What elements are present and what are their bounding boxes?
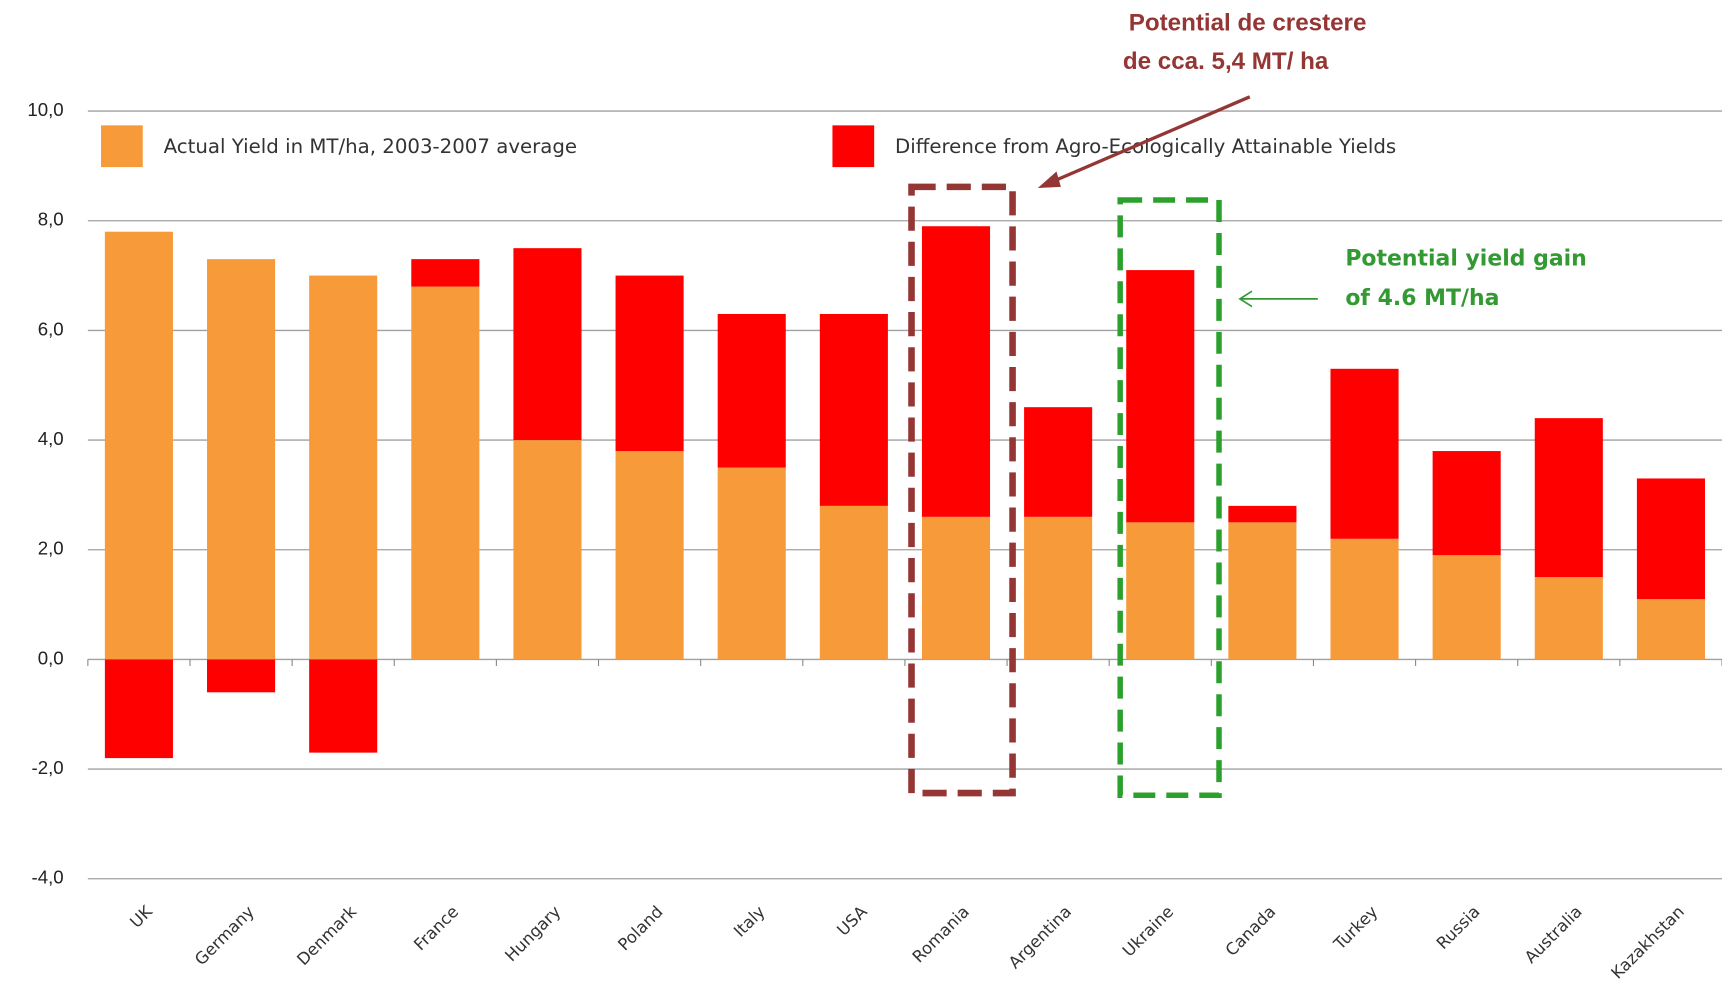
legend-swatch xyxy=(101,125,143,168)
bar xyxy=(1432,555,1501,660)
arrow-head xyxy=(1037,171,1061,188)
bar xyxy=(1636,599,1705,660)
x-tick-label: Russia xyxy=(1433,902,1484,953)
x-tick-label: Australia xyxy=(1521,902,1586,967)
bar xyxy=(513,248,582,441)
bar xyxy=(1228,505,1297,523)
bar xyxy=(1126,522,1195,660)
bar xyxy=(1534,418,1603,578)
annotation-arrow xyxy=(1044,95,1251,187)
bar xyxy=(104,659,173,759)
bar xyxy=(921,516,991,660)
bar xyxy=(309,659,378,753)
bar xyxy=(921,226,991,517)
y-tick-label: 4,0 xyxy=(38,428,64,449)
x-tick-label: Denmark xyxy=(293,902,360,969)
legend-swatch xyxy=(832,125,875,168)
bar xyxy=(104,231,173,660)
bar xyxy=(207,659,276,693)
bar xyxy=(1636,478,1705,600)
y-tick-label: 10,0 xyxy=(27,99,63,120)
bar xyxy=(717,313,786,468)
arrow-head xyxy=(1238,290,1253,308)
x-tick-label: Kazakhstan xyxy=(1607,902,1688,983)
highlight-box xyxy=(908,183,1016,797)
bar xyxy=(1330,538,1399,660)
x-tick-label: Turkey xyxy=(1329,902,1381,954)
x-tick-label: Canada xyxy=(1222,902,1280,960)
bar xyxy=(1228,522,1297,660)
x-tick-label: USA xyxy=(833,902,871,940)
bar xyxy=(207,259,276,660)
bar xyxy=(615,451,684,660)
x-tick-label: France xyxy=(410,902,462,954)
bar xyxy=(1024,516,1093,660)
bar xyxy=(1432,451,1501,556)
x-tick-label: Poland xyxy=(614,902,666,954)
bar xyxy=(1330,368,1399,539)
bar xyxy=(513,440,582,660)
annotation: de cca. 5,4 MT/ ha xyxy=(1123,48,1329,75)
annotation: of 4.6 MT/ha xyxy=(1345,286,1499,311)
bar xyxy=(1534,577,1603,660)
y-tick-label: -2,0 xyxy=(32,757,64,778)
x-tick-label: UK xyxy=(126,901,156,931)
y-tick-label: 6,0 xyxy=(38,318,64,339)
bar xyxy=(1024,407,1093,517)
annotation: Potential de crestere xyxy=(1129,10,1367,37)
x-tick-label: Romania xyxy=(909,902,973,966)
x-tick-label: Hungary xyxy=(501,902,564,965)
annotation: Potential yield gain xyxy=(1345,246,1586,271)
y-tick-label: 2,0 xyxy=(38,538,64,559)
x-tick-label: Italy xyxy=(730,902,769,941)
y-tick-label: 8,0 xyxy=(38,209,64,230)
bar xyxy=(411,259,480,287)
bar xyxy=(1126,270,1195,523)
y-tick-label: -4,0 xyxy=(32,867,64,888)
x-tick-label: Argentina xyxy=(1005,902,1075,972)
bar xyxy=(717,467,786,660)
bar xyxy=(309,275,378,660)
bar xyxy=(615,275,684,452)
x-tick-label: Germany xyxy=(191,902,258,969)
legend-label: Difference from Agro-Ecologically Attain… xyxy=(895,135,1396,158)
x-tick-label: Ukraine xyxy=(1119,902,1177,960)
bar xyxy=(819,505,888,660)
y-tick-label: 0,0 xyxy=(38,647,64,668)
highlight-box xyxy=(1117,197,1222,799)
bar xyxy=(819,313,888,506)
bar xyxy=(411,286,480,660)
legend-label: Actual Yield in MT/ha, 2003-2007 average xyxy=(164,135,577,158)
